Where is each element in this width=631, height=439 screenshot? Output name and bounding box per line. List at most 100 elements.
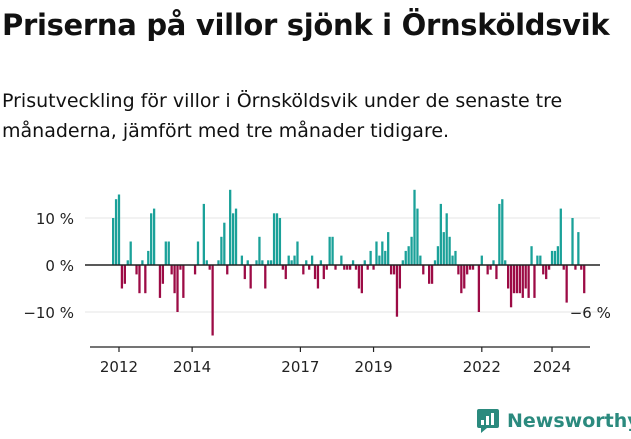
brand-name: Newsworthy xyxy=(507,410,631,432)
bar xyxy=(495,265,498,280)
x-tick-label: 2012 xyxy=(100,358,138,376)
bar xyxy=(243,265,246,280)
bar xyxy=(278,218,282,265)
bar xyxy=(387,232,390,265)
bar xyxy=(316,265,320,289)
bar xyxy=(117,194,121,265)
bar xyxy=(217,260,220,265)
bar xyxy=(527,265,530,298)
bar xyxy=(275,213,279,265)
bar xyxy=(518,265,521,294)
x-tick-label: 2014 xyxy=(173,358,211,376)
bar xyxy=(369,250,372,265)
bar xyxy=(287,255,290,265)
bar xyxy=(419,255,422,265)
bar xyxy=(507,265,510,289)
y-tick-label: −10 % xyxy=(23,304,74,322)
bar xyxy=(170,265,173,275)
bar xyxy=(436,246,440,265)
bar xyxy=(158,265,162,298)
bar xyxy=(223,222,226,265)
bar xyxy=(302,265,305,275)
bar xyxy=(152,208,156,265)
bar xyxy=(310,255,314,265)
bar xyxy=(547,265,551,270)
bar xyxy=(249,265,252,289)
bar xyxy=(167,241,170,265)
bar xyxy=(460,265,463,294)
bar xyxy=(319,260,323,265)
bar xyxy=(392,265,396,275)
bar xyxy=(395,265,399,317)
bar xyxy=(290,260,293,265)
bar xyxy=(331,236,334,265)
bar xyxy=(147,250,150,265)
bar xyxy=(229,189,232,265)
bar xyxy=(463,265,466,289)
bar xyxy=(442,232,445,265)
bar xyxy=(182,265,185,298)
bar xyxy=(255,260,258,265)
bar xyxy=(305,260,308,265)
bar xyxy=(583,265,586,294)
bar xyxy=(539,255,542,265)
bar xyxy=(501,199,504,265)
bar xyxy=(258,236,261,265)
bar xyxy=(536,255,539,265)
bar xyxy=(308,265,311,270)
bar xyxy=(351,260,355,265)
bar xyxy=(375,241,378,265)
bar xyxy=(322,265,325,280)
bar xyxy=(176,265,179,312)
bar xyxy=(240,255,244,265)
x-tick-label: 2024 xyxy=(533,358,571,376)
bar xyxy=(112,218,115,265)
bar xyxy=(430,265,434,284)
bar xyxy=(150,213,153,265)
bar xyxy=(144,265,147,294)
bar xyxy=(220,236,223,265)
bar xyxy=(480,255,483,265)
bar xyxy=(492,260,495,265)
bar xyxy=(141,260,144,265)
bar xyxy=(346,265,349,270)
bar xyxy=(293,255,296,265)
bar xyxy=(433,260,437,265)
bar xyxy=(571,218,574,265)
y-tick-label: 10 % xyxy=(36,210,74,228)
bar xyxy=(208,265,211,270)
bar xyxy=(389,265,393,275)
bar xyxy=(565,265,568,303)
bar xyxy=(357,265,361,289)
bar xyxy=(407,246,410,265)
x-tick-label: 2019 xyxy=(354,358,392,376)
bar xyxy=(515,265,519,294)
bar xyxy=(445,213,448,265)
bar xyxy=(454,250,457,265)
bar xyxy=(451,255,454,265)
bar xyxy=(489,265,492,270)
bar xyxy=(468,265,472,270)
bar xyxy=(161,265,165,284)
bar xyxy=(384,250,387,265)
bar xyxy=(504,260,507,265)
bar xyxy=(372,265,375,270)
bar xyxy=(281,265,284,270)
bar xyxy=(179,265,182,270)
bar xyxy=(416,208,419,265)
bar xyxy=(234,208,238,265)
bar xyxy=(580,265,583,270)
chart-subtitle: Prisutveckling för villor i Örnsköldsvik… xyxy=(2,90,563,142)
bar xyxy=(120,265,124,289)
bar xyxy=(422,265,425,275)
last-value-label: −6 % xyxy=(570,304,611,322)
bar xyxy=(556,246,560,265)
bar xyxy=(521,265,524,298)
newsworthy-logo-icon xyxy=(477,409,499,433)
bar xyxy=(562,265,565,270)
bar xyxy=(381,241,384,265)
bar xyxy=(123,265,126,284)
bar xyxy=(114,199,118,265)
bar xyxy=(378,255,381,265)
bar xyxy=(343,265,346,270)
